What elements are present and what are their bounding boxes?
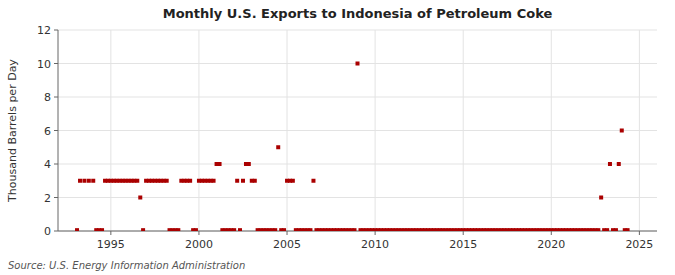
x-tick <box>551 231 552 235</box>
y-tick <box>54 197 58 198</box>
point <box>276 145 280 149</box>
x-tick-label: 2000 <box>185 238 213 251</box>
point <box>614 228 618 231</box>
x-tick <box>287 231 288 235</box>
source: Source: U.S. Energy Information Administ… <box>8 260 245 271</box>
point <box>232 228 236 231</box>
point <box>235 179 239 183</box>
y-tick-label: 2 <box>44 192 51 205</box>
point <box>308 228 312 231</box>
point <box>353 228 357 231</box>
x-grid-line <box>375 30 376 231</box>
point <box>91 179 95 183</box>
x-tick <box>639 231 640 235</box>
point <box>241 179 245 183</box>
point <box>176 228 180 231</box>
point <box>282 228 286 231</box>
y-axis-label: Thousand Barrels per Day <box>6 59 19 203</box>
point <box>247 162 251 166</box>
x-grid-line <box>198 30 199 231</box>
x-tick-label: 2010 <box>361 238 389 251</box>
y-grid-line <box>58 197 657 198</box>
x-tick <box>110 231 111 235</box>
point <box>138 196 142 200</box>
chart-svg: 0 2 4 6 8 10 12 1995 2000 2005 2010 2015 2020 2025 Mon… <box>0 0 675 275</box>
y-tick <box>54 30 58 31</box>
point <box>620 129 624 133</box>
point <box>212 179 216 183</box>
point <box>75 228 79 231</box>
x-tick <box>375 231 376 235</box>
grid <box>58 30 657 231</box>
point <box>253 179 257 183</box>
x-grid-line <box>110 30 111 231</box>
point <box>87 179 91 183</box>
point <box>626 228 630 231</box>
x-tick-label: 2025 <box>625 238 653 251</box>
y-tick-label: 12 <box>37 24 51 37</box>
point <box>100 228 104 231</box>
chart-container: 0 2 4 6 8 10 12 1995 2000 2005 2010 2015 2020 2025 Mon… <box>0 0 675 275</box>
point <box>135 179 139 183</box>
y-grid-line <box>58 97 657 98</box>
point <box>596 228 600 231</box>
point <box>605 228 609 231</box>
y-tick <box>54 97 58 98</box>
point <box>608 162 612 166</box>
x-grid-line <box>551 30 552 231</box>
point <box>82 179 86 183</box>
x-tick-label: 2020 <box>537 238 565 251</box>
x-tick-label: 2015 <box>449 238 477 251</box>
point <box>188 179 192 183</box>
y-tick-label: 10 <box>37 58 51 71</box>
y-tick-label: 4 <box>44 158 51 171</box>
y-tick-label: 8 <box>44 91 51 104</box>
point <box>311 179 315 183</box>
y-tick <box>54 231 58 232</box>
point <box>218 162 222 166</box>
point <box>291 179 295 183</box>
point <box>78 179 82 183</box>
x-grid-line <box>463 30 464 231</box>
y-grid-line <box>58 164 657 165</box>
point <box>273 228 277 231</box>
y-grid-line <box>58 130 657 131</box>
x-grid-line <box>287 30 288 231</box>
y-tick-label: 6 <box>44 125 51 138</box>
x-tick-label: 1995 <box>97 238 125 251</box>
point <box>165 179 169 183</box>
y-tick <box>54 164 58 165</box>
x-tick <box>463 231 464 235</box>
points <box>75 62 630 232</box>
point <box>141 228 145 231</box>
x-grid-line <box>639 30 640 231</box>
point <box>617 162 621 166</box>
point <box>194 228 198 231</box>
y-grid-line <box>58 30 657 31</box>
x-tick-label: 2005 <box>273 238 301 251</box>
y-tick <box>54 63 58 64</box>
x-tick <box>198 231 199 235</box>
y-tick-label: 0 <box>44 225 51 238</box>
point <box>356 62 360 66</box>
point <box>599 196 603 200</box>
y-tick <box>54 130 58 131</box>
point <box>238 228 242 231</box>
title: Monthly U.S. Exports to Indonesia of Pet… <box>163 6 553 21</box>
